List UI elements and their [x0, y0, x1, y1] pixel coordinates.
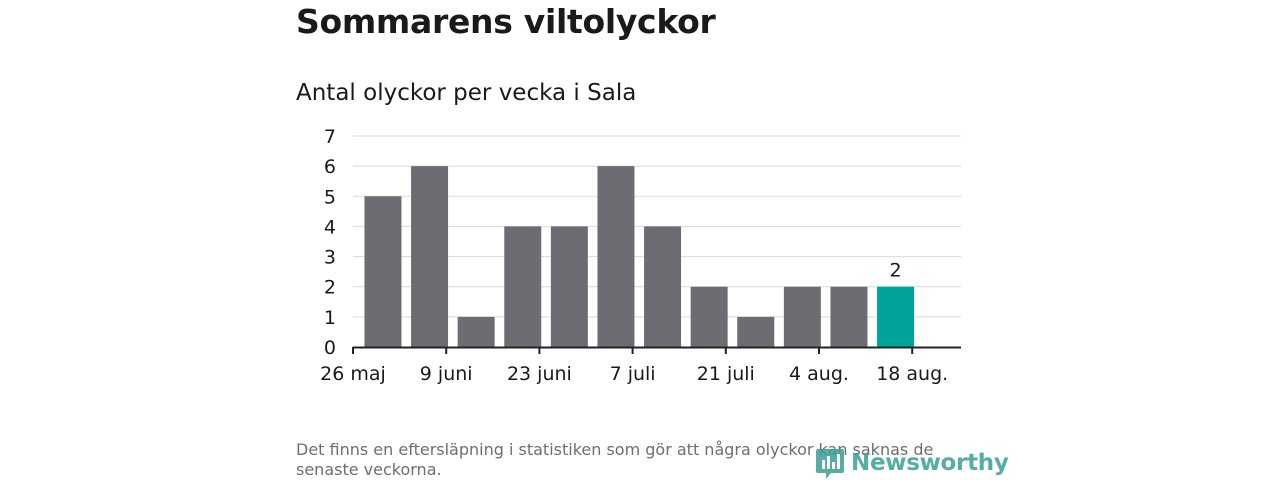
- y-tick-label: 7: [324, 126, 336, 148]
- bar: [550, 226, 588, 347]
- bar: [457, 316, 495, 347]
- axes: 0 1 2 3 4 5 6 7 26 maj 9 juni 23 juni 7 juli 21 juli…: [320, 126, 961, 385]
- data-labels: 2: [890, 260, 902, 282]
- bar: [830, 286, 868, 347]
- footnote: Det finns en eftersläpning i statistiken…: [296, 440, 934, 479]
- x-tick-label: 18 aug.: [876, 363, 948, 385]
- bar-chart-bubble-icon: [816, 449, 844, 479]
- y-tick-label: 1: [324, 307, 336, 329]
- bars: [364, 166, 915, 347]
- bar: [364, 196, 402, 347]
- y-tick-label: 2: [324, 277, 336, 299]
- bar: [644, 226, 682, 347]
- chart-subtitle: Antal olyckor per vecka i Sala: [296, 80, 637, 106]
- bar: [690, 286, 728, 347]
- chart-title: Sommarens viltolyckor: [296, 2, 716, 41]
- y-tick-label: 5: [324, 186, 336, 208]
- bar-highlight: [877, 286, 915, 347]
- x-tick-label: 7 juli: [610, 363, 656, 385]
- x-tick-label: 9 juni: [420, 363, 473, 385]
- y-tick-label: 3: [324, 247, 336, 269]
- bar-chart: 2 0 1 2 3 4 5 6 7 26 maj 9 juni 23 juni 7 juli 21 ju…: [320, 126, 961, 385]
- newsworthy-logo: Newsworthy: [815, 446, 1009, 480]
- data-label: 2: [890, 260, 902, 282]
- bar: [783, 286, 821, 347]
- y-tick-label: 0: [324, 337, 336, 359]
- x-tick-label: 26 maj: [320, 363, 386, 385]
- y-tick-label: 4: [324, 216, 336, 238]
- x-tick-label: 21 juli: [697, 363, 755, 385]
- bar: [504, 226, 542, 347]
- bar: [737, 316, 775, 347]
- x-tick-label: 4 aug.: [789, 363, 849, 385]
- bar: [411, 166, 449, 347]
- y-tick-label: 6: [324, 156, 336, 178]
- logo-text: Newsworthy: [851, 450, 1009, 476]
- x-tick-label: 23 juni: [507, 363, 572, 385]
- bar: [597, 166, 635, 347]
